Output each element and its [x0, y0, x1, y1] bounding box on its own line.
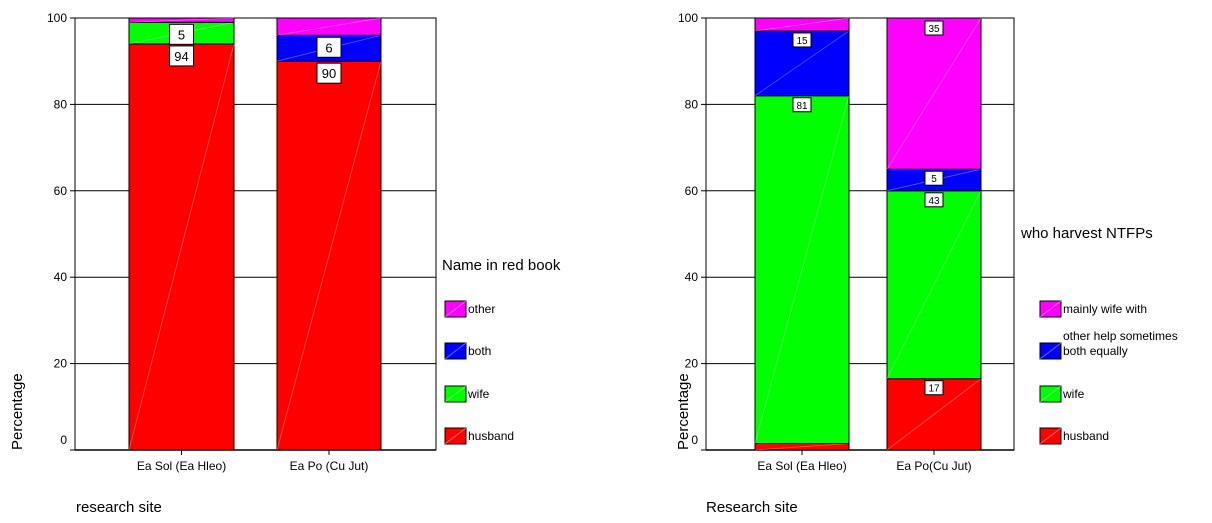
legend-label: mainly wife with other help sometimes — [1063, 302, 1178, 343]
bar-segment-husband — [276, 60, 382, 451]
data-label: 5 — [178, 27, 185, 42]
bar-sheen — [276, 61, 382, 451]
legend-label: husband — [468, 429, 514, 443]
y-axis-title: Percentage — [9, 373, 26, 450]
x-tick-label: Ea Sol (Ea Hleo) — [137, 459, 226, 473]
x-tick-label: Ea Po (Cu Jut) — [290, 459, 369, 473]
legend-label-line: other help sometimes — [1063, 329, 1178, 343]
data-label: 17 — [928, 384, 940, 395]
legend-label: wife — [467, 387, 490, 401]
data-label: 15 — [796, 36, 808, 47]
bar-segment-other — [128, 17, 235, 23]
legend-swatch — [1039, 342, 1062, 360]
legend-swatch — [1039, 427, 1062, 445]
x-axis-title: Research site — [706, 499, 798, 516]
bar-sheen — [128, 43, 235, 451]
y-tick-label: 60 — [54, 184, 68, 198]
legend: who harvest NTFPs husband wife both equally… — [1020, 225, 1178, 445]
y-tick-label: 80 — [685, 97, 699, 111]
legend-swatch — [444, 427, 467, 445]
y-tick-label: 100 — [678, 11, 698, 25]
data-label-box — [924, 380, 944, 396]
y-tick-label: 20 — [54, 357, 68, 371]
data-label-box — [792, 32, 812, 48]
x-tick-label: Ea Po(Cu Jut) — [896, 459, 971, 473]
legend-label: both equally — [1063, 344, 1128, 358]
data-label: 6 — [325, 40, 332, 55]
data-label: 94 — [174, 49, 188, 64]
legend: Name in red book husband wife both other — [442, 257, 561, 445]
data-label-box — [316, 36, 342, 58]
bar-segment-mainly — [886, 17, 982, 170]
legend-swatch-sheen — [444, 342, 467, 360]
chart-2: 0 20 40 60 80 100 81 15 Ea Sol (Ea Hleo) 17 43 5 35 E… — [675, 11, 1178, 516]
legend-swatch — [444, 385, 467, 403]
data-label-box — [316, 62, 342, 84]
bar-sheen — [886, 190, 982, 379]
legend-swatch — [444, 342, 467, 360]
data-label: 90 — [322, 66, 336, 81]
data-label: 43 — [928, 196, 940, 207]
chart-1: 0 20 40 60 80 100 94 5 Ea Sol (Ea Hleo) 90 6 Ea Po … — [9, 11, 561, 516]
y-tick-label: 100 — [47, 11, 67, 25]
legend-swatch-sheen — [1039, 300, 1062, 318]
legend-label: other — [468, 302, 495, 316]
legend-swatch-sheen — [444, 385, 467, 403]
bar-segment-wife — [754, 95, 850, 445]
x-axis-title: research site — [76, 499, 162, 516]
data-label-box — [792, 97, 812, 113]
y-tick-label: 80 — [54, 97, 68, 111]
legend-label-line: mainly wife with — [1063, 302, 1147, 316]
y-tick-label: 40 — [54, 270, 68, 284]
legend-swatch-sheen — [444, 300, 467, 318]
bar-sheen — [754, 95, 850, 444]
legend-title: Name in red book — [442, 257, 561, 274]
y-tick-label: 20 — [685, 357, 699, 371]
data-label-box — [924, 20, 944, 36]
bar-segment-other — [276, 17, 382, 36]
legend-swatch — [1039, 385, 1062, 403]
bar-sheen — [886, 378, 982, 451]
y-tick-label: 0 — [60, 433, 67, 447]
legend-label: husband — [1063, 429, 1109, 443]
legend-swatch-sheen — [1039, 385, 1062, 403]
bar-sheen — [276, 17, 382, 36]
legend-title: who harvest NTFPs — [1020, 225, 1153, 242]
data-label: 81 — [796, 101, 808, 112]
data-label: 5 — [931, 174, 937, 185]
bar-segment-husband — [128, 43, 235, 451]
bar-sheen — [754, 443, 850, 451]
legend-swatch — [444, 300, 467, 318]
legend-label: both — [468, 344, 491, 358]
data-label-box — [924, 192, 944, 208]
data-label-box — [169, 23, 194, 45]
x-tick-label: Ea Sol (Ea Hleo) — [757, 459, 846, 473]
bar-sheen — [754, 17, 850, 32]
data-label-box — [169, 45, 194, 67]
legend-swatch — [1039, 300, 1062, 318]
bar-sheen — [754, 30, 850, 97]
y-axis-title: Percentage — [675, 373, 692, 450]
bar-segment-mainly — [754, 17, 850, 32]
data-label-box — [924, 170, 944, 186]
legend-label: wife — [1062, 387, 1085, 401]
legend-swatch-sheen — [1039, 427, 1062, 445]
y-tick-label: 60 — [685, 184, 699, 198]
y-tick-label: 40 — [685, 270, 699, 284]
bar-sheen — [886, 17, 982, 170]
legend-swatch-sheen — [1039, 342, 1062, 360]
bar-segment-wife — [886, 190, 982, 380]
data-label: 35 — [928, 24, 940, 35]
legend-swatch-sheen — [444, 427, 467, 445]
y-tick-label: 0 — [691, 433, 698, 447]
bar-sheen — [128, 17, 235, 23]
